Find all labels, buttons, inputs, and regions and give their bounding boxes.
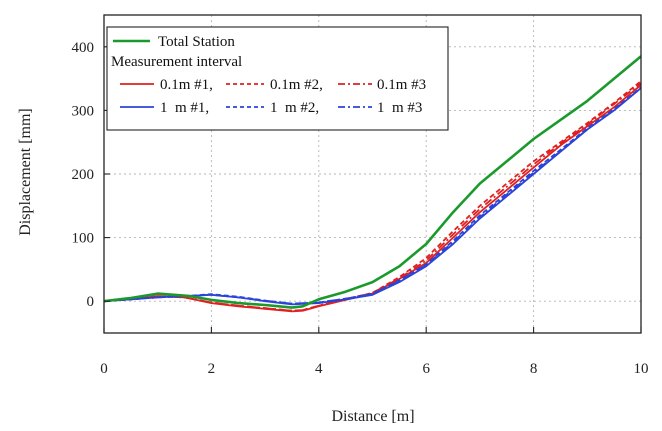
x-tick-label: 4 (315, 361, 323, 377)
y-axis-label: Displacement [mm] (17, 108, 34, 236)
legend-label-1m-1: 1 m #1, (160, 100, 209, 116)
x-tick-label: 8 (530, 361, 538, 377)
legend-label-total-station: Total Station (158, 34, 235, 50)
y-tick-label: 200 (72, 167, 95, 183)
legend-label-1m-2: 1 m #2, (270, 100, 319, 116)
legend-label-1m-3: 1 m #3 (377, 100, 422, 116)
x-tick-label: 0 (100, 361, 108, 377)
x-axis-label: Distance [m] (331, 408, 414, 425)
x-tick-label: 2 (208, 361, 216, 377)
legend-label-01m-1: 0.1m #1, (160, 77, 213, 93)
x-tick-label: 10 (634, 361, 649, 377)
legend-label-01m-2: 0.1m #2, (270, 77, 323, 93)
legend-subtitle: Measurement interval (111, 54, 242, 70)
legend-label-01m-3: 0.1m #3 (377, 77, 426, 93)
y-tick-label: 100 (72, 231, 95, 247)
x-tick-label: 6 (422, 361, 430, 377)
y-tick-label: 0 (87, 294, 95, 310)
y-tick-label: 400 (72, 40, 95, 56)
legend: Total Station Measurement interval 0.1m … (107, 27, 448, 130)
y-tick-label: 300 (72, 103, 95, 119)
